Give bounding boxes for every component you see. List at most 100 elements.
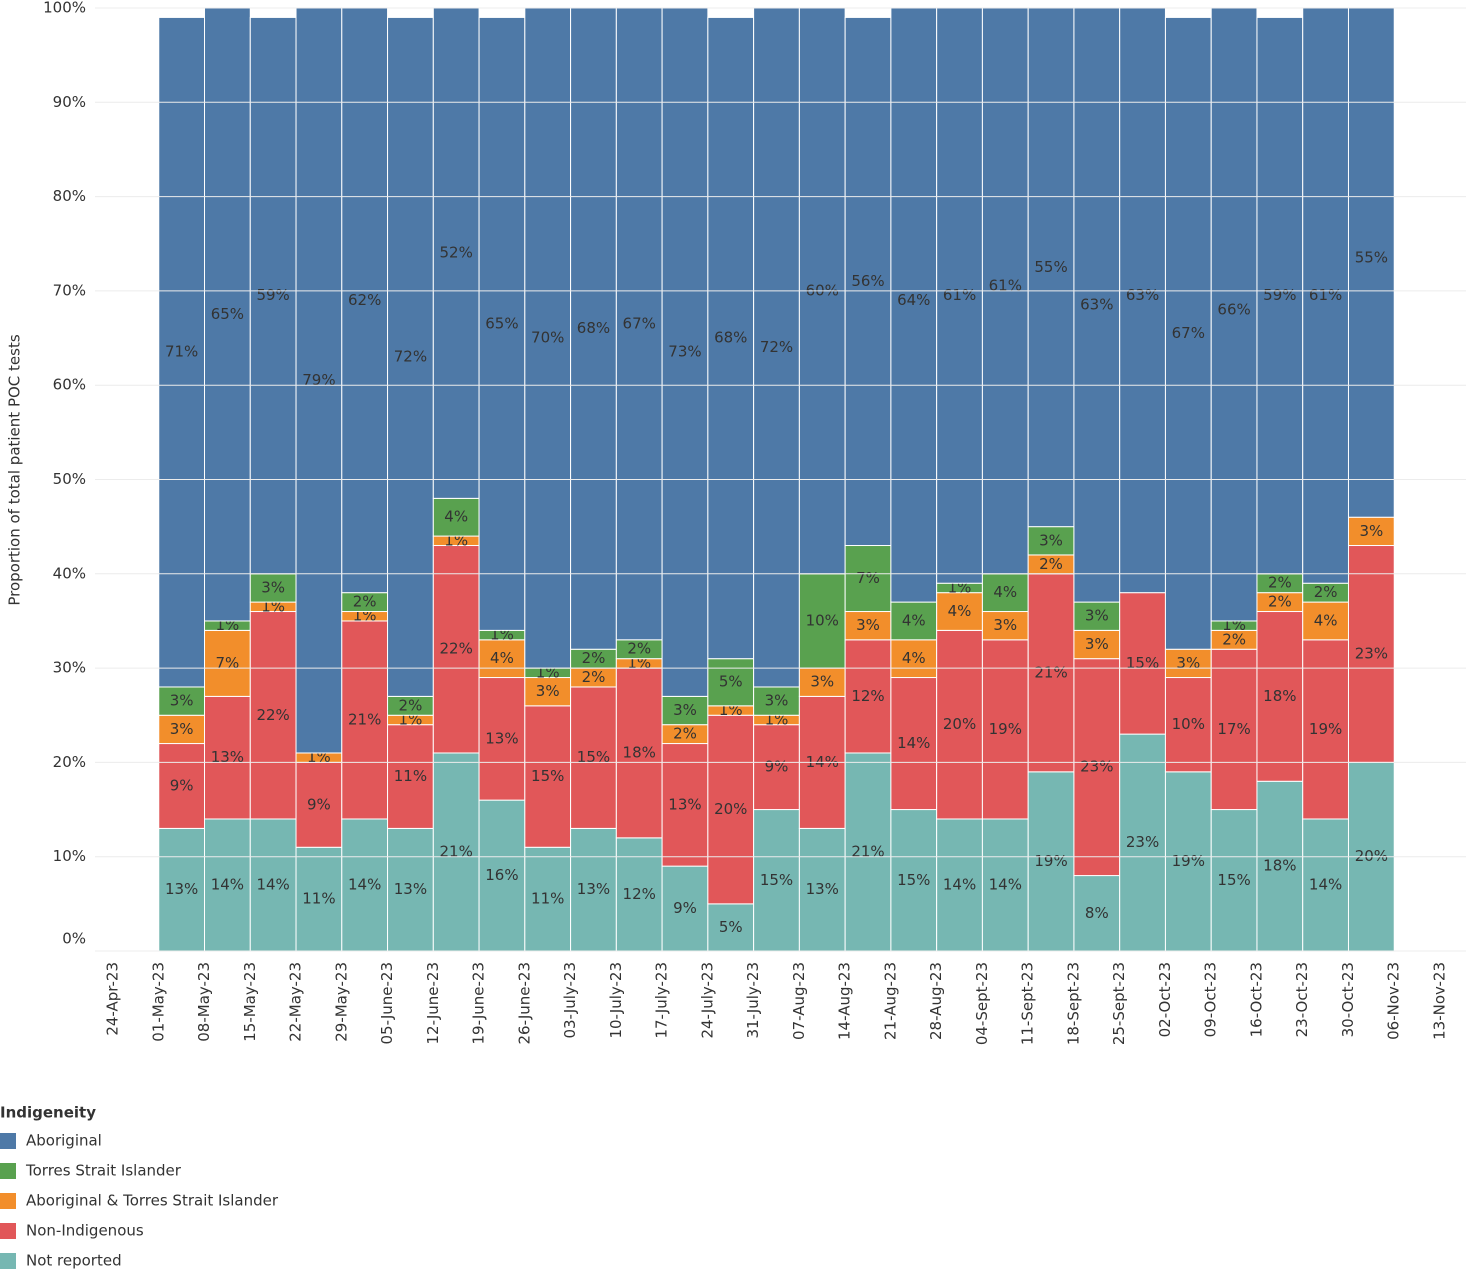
x-tick-label: 08-May-23: [195, 962, 213, 1042]
bar-segment: [936, 8, 983, 584]
data-label: 15%: [760, 871, 793, 889]
data-label: 11%: [302, 890, 335, 908]
data-label: 3%: [1039, 531, 1063, 549]
x-tick-label: 19-June-23: [470, 962, 488, 1045]
data-label: 23%: [1355, 644, 1388, 662]
data-label: 15%: [577, 748, 610, 766]
data-label: 70%: [531, 329, 564, 347]
bar-segment: [1027, 771, 1075, 951]
bar-segment: [1302, 8, 1349, 584]
data-label: 55%: [1034, 258, 1067, 276]
bar-segment: [753, 809, 800, 951]
data-label: 3%: [1085, 635, 1109, 653]
y-tick-label: 80%: [53, 187, 86, 205]
y-tick-label: 50%: [53, 470, 86, 488]
data-label: 4%: [444, 508, 468, 526]
bar-segment: [1027, 573, 1075, 773]
data-label: 2%: [1222, 630, 1246, 648]
data-label: 4%: [1314, 611, 1338, 629]
data-label: 61%: [943, 286, 976, 304]
bar-segment: [890, 677, 938, 811]
data-label: 12%: [851, 687, 884, 705]
data-label: 2%: [1314, 583, 1338, 601]
bar-segment: [1164, 16, 1212, 650]
bar-segment: [158, 16, 206, 688]
data-label: 15%: [1126, 654, 1159, 672]
legend-swatch: [0, 1193, 16, 1209]
x-tick-label: 06-Nov-23: [1385, 962, 1403, 1040]
data-label: 2%: [1268, 593, 1292, 611]
legend-label: Torres Strait Islander: [25, 1162, 182, 1180]
bar-segment: [615, 667, 663, 839]
x-tick-label: 29-May-23: [332, 962, 350, 1042]
x-tick-label: 10-July-23: [607, 962, 625, 1039]
y-tick-label: 10%: [53, 847, 86, 865]
data-label: 9%: [170, 776, 194, 794]
data-label: 22%: [256, 706, 289, 724]
data-label: 21%: [1034, 663, 1067, 681]
x-tick-label: 22-May-23: [287, 962, 305, 1042]
data-label: 9%: [673, 899, 697, 917]
bar-segment: [524, 8, 572, 669]
legend-label: Non-Indigenous: [26, 1222, 144, 1240]
data-label: 4%: [993, 583, 1017, 601]
data-label: 62%: [348, 291, 381, 309]
data-label: 68%: [577, 319, 610, 337]
bar-segment: [981, 639, 1029, 820]
data-label: 55%: [1355, 248, 1388, 266]
data-label: 21%: [440, 842, 473, 860]
bar-segment: [798, 573, 846, 669]
data-label: 56%: [851, 272, 884, 290]
data-label: 4%: [490, 649, 514, 667]
y-tick-label: 70%: [53, 281, 86, 299]
data-label: 65%: [211, 305, 244, 323]
data-label: 20%: [943, 715, 976, 733]
x-tick-label: 30-Oct-23: [1339, 962, 1357, 1037]
data-label: 2%: [399, 696, 423, 714]
data-label: 18%: [1263, 857, 1296, 875]
data-label: 7%: [856, 569, 880, 587]
data-label: 3%: [1359, 522, 1383, 540]
data-label: 14%: [897, 734, 930, 752]
x-tick-label: 24-Apr-23: [104, 962, 122, 1036]
data-label: 15%: [897, 871, 930, 889]
data-label: 73%: [668, 343, 701, 361]
bar-segment: [936, 629, 983, 820]
data-label: 11%: [394, 767, 427, 785]
data-label: 64%: [897, 291, 930, 309]
data-label: 72%: [760, 338, 793, 356]
data-label: 15%: [1217, 871, 1250, 889]
bar-segment: [1347, 545, 1395, 763]
bar-segment: [387, 16, 434, 697]
bar-segment: [661, 695, 709, 726]
data-label: 12%: [623, 885, 656, 903]
data-label: 2%: [353, 593, 377, 611]
legend-swatch: [0, 1163, 16, 1179]
legend-swatch: [0, 1253, 16, 1269]
bar-segment: [341, 8, 389, 594]
bar-segment: [341, 620, 389, 820]
data-label: 5%: [719, 918, 743, 936]
data-label: 52%: [440, 244, 473, 262]
x-tick-label: 21-Aug-23: [881, 962, 899, 1040]
data-label: 19%: [1309, 720, 1342, 738]
bar-segment: [1119, 8, 1166, 594]
bar-segment: [1164, 648, 1212, 679]
x-tick-label: 01-May-23: [149, 962, 167, 1042]
x-tick-label: 25-Sept-23: [1110, 962, 1128, 1045]
data-label: 10%: [1172, 715, 1205, 733]
x-tick-label: 15-May-23: [241, 962, 259, 1042]
data-label: 63%: [1080, 296, 1113, 314]
bar-segment: [570, 8, 617, 650]
bar-segment: [707, 16, 755, 660]
data-label: 2%: [627, 640, 651, 658]
x-tick-label: 11-Sept-23: [1019, 962, 1037, 1045]
data-label: 2%: [582, 649, 606, 667]
bar-segment: [341, 818, 389, 951]
bar-segment: [387, 827, 434, 951]
data-label: 22%: [440, 640, 473, 658]
x-tick-label: 04-Sept-23: [973, 962, 991, 1045]
bar-segment: [661, 743, 709, 867]
y-tick-label: 90%: [53, 93, 86, 111]
